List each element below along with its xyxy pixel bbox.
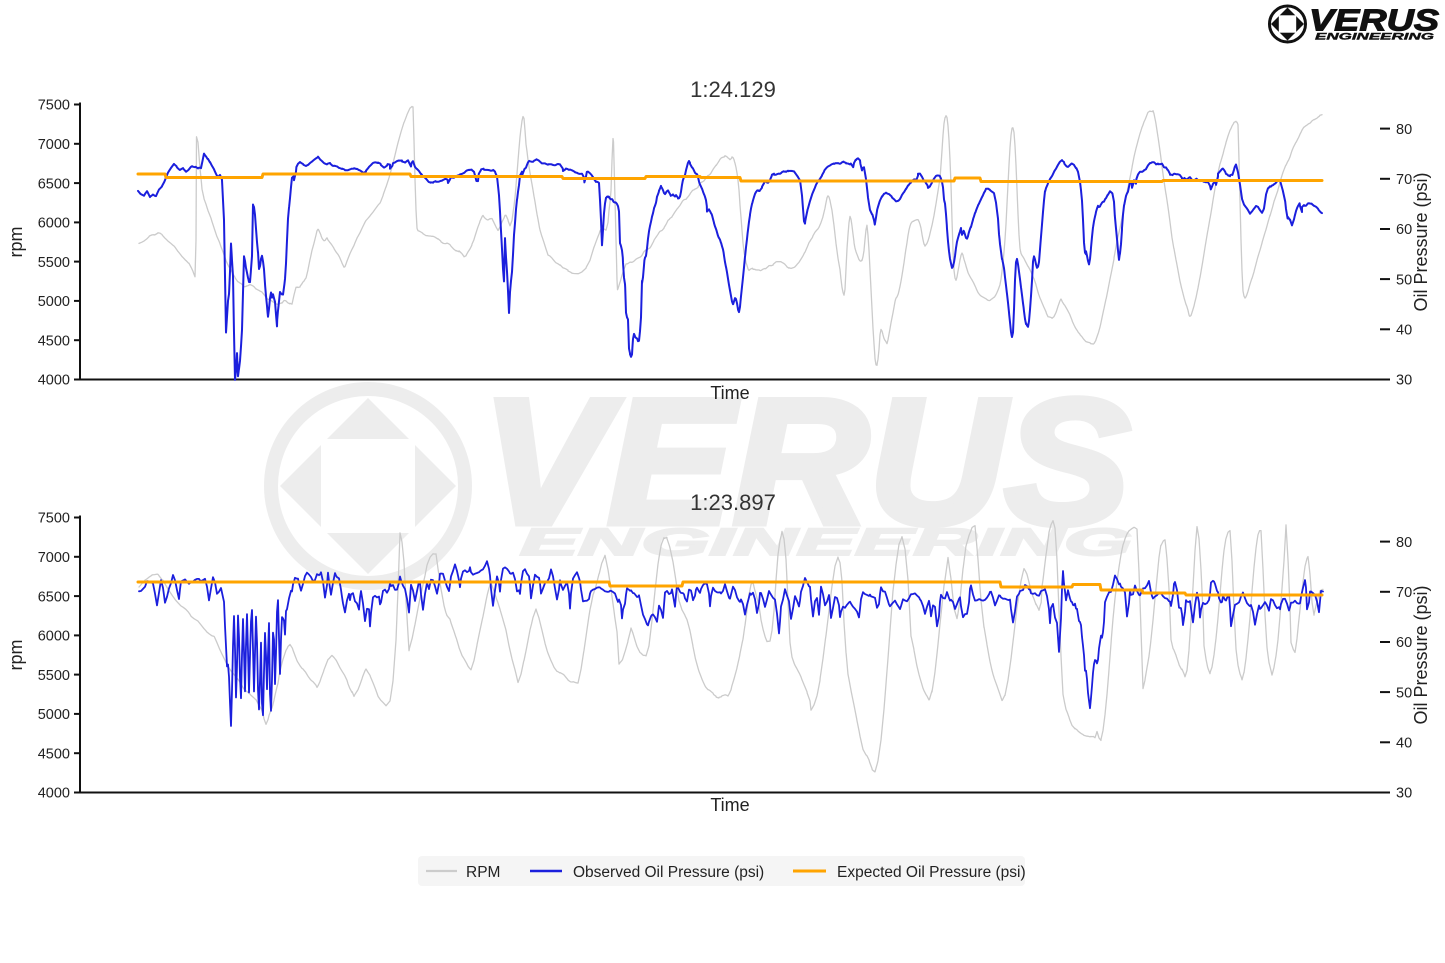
svg-text:40: 40	[1396, 323, 1412, 339]
svg-text:7000: 7000	[38, 550, 70, 566]
svg-text:4000: 4000	[38, 786, 70, 802]
svg-text:VERUS: VERUS	[1309, 3, 1439, 38]
svg-text:5500: 5500	[38, 255, 70, 271]
svg-text:5000: 5000	[38, 707, 70, 723]
svg-text:Expected Oil Pressure (psi): Expected Oil Pressure (psi)	[837, 864, 1026, 881]
svg-text:ENGINEERING: ENGINEERING	[520, 522, 1132, 564]
svg-text:rpm: rpm	[6, 227, 26, 258]
svg-text:30: 30	[1396, 786, 1412, 802]
svg-text:5500: 5500	[38, 668, 70, 684]
svg-text:4000: 4000	[38, 373, 70, 389]
svg-text:5000: 5000	[38, 294, 70, 310]
svg-text:Observed Oil Pressure (psi): Observed Oil Pressure (psi)	[573, 864, 764, 881]
svg-text:rpm: rpm	[6, 640, 26, 671]
svg-text:6000: 6000	[38, 216, 70, 232]
svg-text:80: 80	[1396, 122, 1412, 138]
svg-text:70: 70	[1396, 585, 1412, 601]
svg-text:Oil Pressure (psi): Oil Pressure (psi)	[1411, 172, 1431, 311]
svg-text:80: 80	[1396, 535, 1412, 551]
svg-text:7000: 7000	[38, 137, 70, 153]
svg-text:ENGINEERING: ENGINEERING	[1315, 32, 1435, 43]
svg-text:50: 50	[1396, 685, 1412, 701]
svg-text:30: 30	[1396, 373, 1412, 389]
svg-text:70: 70	[1396, 172, 1412, 188]
svg-text:6500: 6500	[38, 176, 70, 192]
svg-text:RPM: RPM	[466, 864, 500, 881]
svg-text:50: 50	[1396, 272, 1412, 288]
svg-text:6000: 6000	[38, 629, 70, 645]
svg-text:7500: 7500	[38, 98, 70, 114]
svg-text:1:24.129: 1:24.129	[690, 77, 776, 102]
svg-text:7500: 7500	[38, 511, 70, 527]
svg-text:Time: Time	[710, 383, 749, 403]
svg-text:60: 60	[1396, 635, 1412, 651]
svg-text:Oil Pressure (psi): Oil Pressure (psi)	[1411, 585, 1431, 724]
svg-text:60: 60	[1396, 222, 1412, 238]
svg-text:VERUS: VERUS	[482, 362, 1130, 561]
svg-text:6500: 6500	[38, 589, 70, 605]
svg-text:1:23.897: 1:23.897	[690, 490, 776, 515]
svg-text:Time: Time	[710, 795, 749, 815]
svg-text:40: 40	[1396, 736, 1412, 752]
svg-text:4500: 4500	[38, 333, 70, 349]
svg-text:4500: 4500	[38, 746, 70, 762]
